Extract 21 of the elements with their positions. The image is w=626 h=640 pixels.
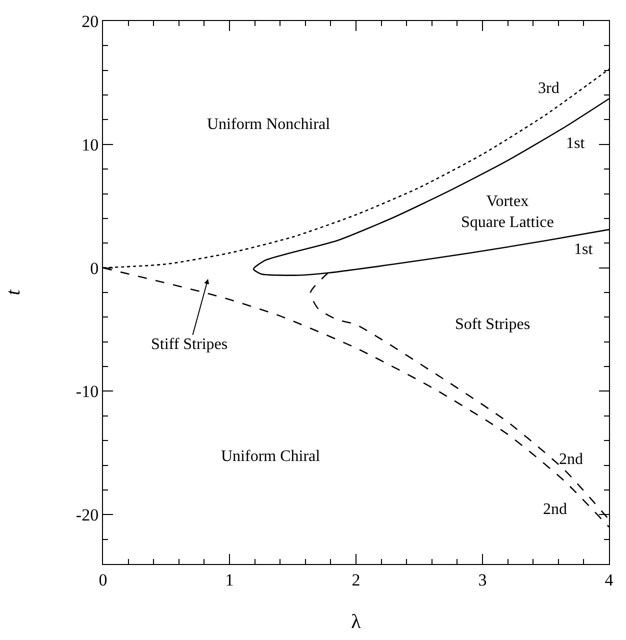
annotation: Vortex Square Lattice: [461, 193, 554, 231]
x-tick-label: 4: [604, 570, 614, 590]
x-tick-label: 3: [478, 570, 487, 590]
y-tick-label: -20: [76, 506, 99, 525]
y-tick-label: 10: [82, 135, 99, 154]
y-tick-label: -10: [76, 382, 99, 402]
y-tick-label: 20: [82, 12, 99, 31]
annotation: 1st: [566, 135, 586, 152]
annotation: Uniform Nonchiral: [207, 116, 331, 133]
annotation: Stiff Stripes: [151, 336, 228, 353]
x-axis-title: λ: [351, 610, 362, 633]
annotation: 3rd: [538, 80, 560, 97]
annotation: 2nd: [543, 501, 567, 518]
y-axis-title: t: [2, 289, 24, 296]
y-tick-label: 0: [90, 258, 99, 278]
annotation: Uniform Chiral: [221, 448, 321, 465]
annotation: Soft Stripes: [455, 316, 530, 333]
x-tick-label: 1: [225, 570, 234, 590]
annotation: 1st: [574, 241, 594, 258]
annotation: 2nd: [559, 451, 583, 468]
x-tick-label: 2: [352, 570, 360, 590]
